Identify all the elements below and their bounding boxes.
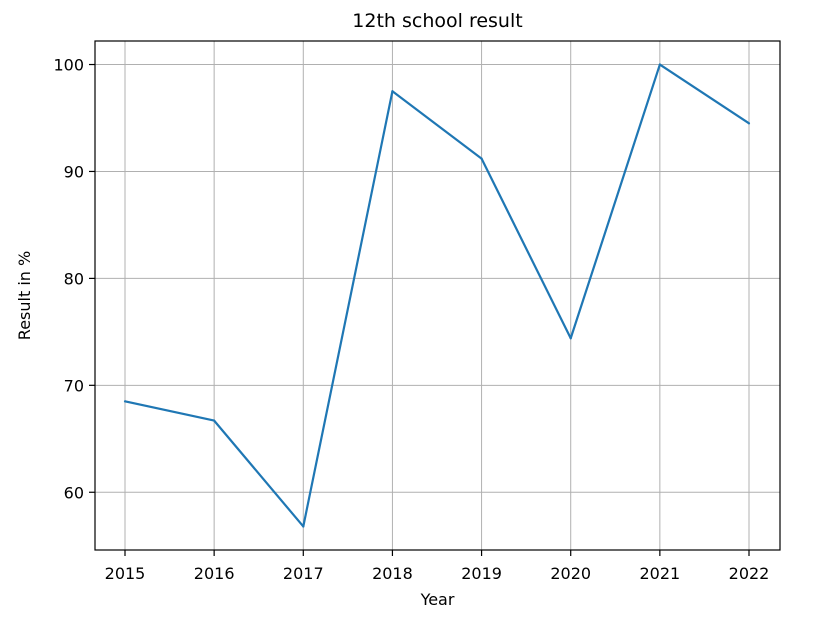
data-point [123, 400, 127, 403]
data-point [747, 122, 751, 125]
chart-title: 12th school result [352, 10, 522, 32]
x-tick-label: 2021 [639, 564, 680, 583]
y-tick-label: 80 [64, 269, 84, 288]
grid [95, 41, 780, 550]
y-tick-label: 100 [53, 56, 84, 75]
y-tick-label: 60 [64, 483, 84, 502]
y-axis-ticks: 60 70 80 90 100 [53, 56, 95, 502]
x-tick-label: 2016 [194, 564, 235, 583]
x-axis-label: Year [420, 590, 455, 609]
y-tick-label: 70 [64, 376, 84, 395]
data-point [480, 157, 483, 160]
series-line [124, 63, 750, 528]
data-point [569, 337, 572, 340]
series-layer [123, 63, 751, 528]
x-tick-label: 2019 [461, 564, 502, 583]
data-point [658, 63, 661, 66]
x-axis-ticks: 2015 2016 2017 2018 2019 2020 2021 2022 [105, 550, 770, 583]
plot-frame [94, 40, 781, 551]
data-point [391, 90, 394, 93]
y-axis-label: Result in % [15, 251, 34, 340]
data-point [213, 419, 216, 422]
data-point [302, 525, 305, 528]
y-tick-label: 90 [64, 162, 84, 181]
x-tick-label: 2015 [105, 564, 146, 583]
x-tick-label: 2018 [372, 564, 413, 583]
x-tick-label: 2022 [729, 564, 770, 583]
x-tick-label: 2020 [550, 564, 591, 583]
x-tick-label: 2017 [283, 564, 324, 583]
